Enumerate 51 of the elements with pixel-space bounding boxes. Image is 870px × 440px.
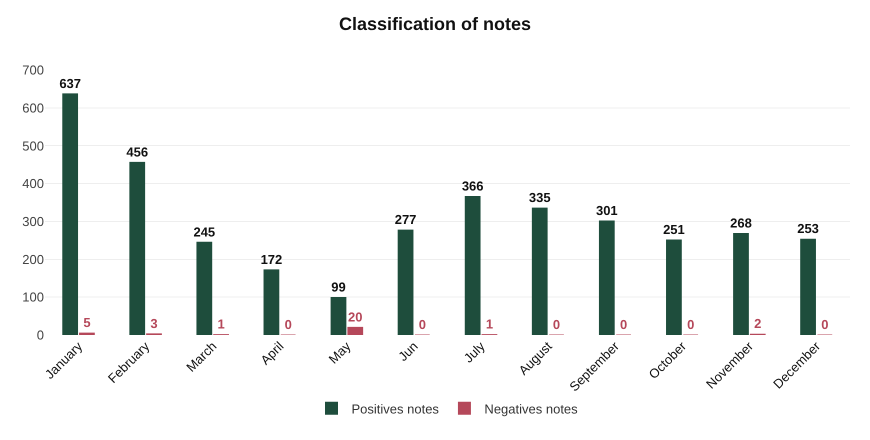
y-tick-label: 100 [22,290,44,305]
bar [666,239,682,335]
y-tick-label: 500 [22,138,44,154]
bar [347,326,364,335]
data-label: 0 [620,317,628,332]
x-tick-label: Jun [395,338,421,364]
x-tick-label: May [326,338,354,367]
bar [264,269,280,335]
y-tick-label: 600 [22,100,44,116]
data-label: 1 [217,316,225,332]
x-tick-label: July [460,338,488,366]
data-label: 268 [730,216,752,231]
bar [532,208,548,335]
data-label: 2 [754,316,762,332]
y-tick-label: 700 [22,62,44,78]
data-label: 366 [462,178,484,194]
y-tick-label: 400 [22,176,44,192]
bar [598,220,615,335]
bar [464,196,481,335]
data-label: 245 [193,224,216,240]
data-label: 0 [821,317,828,332]
data-label: 277 [394,212,416,228]
data-label: 0 [552,317,560,332]
data-label: 335 [528,190,551,206]
bar [62,93,78,335]
data-label: 0 [418,317,426,332]
data-label: 3 [150,316,158,331]
legend-label: Positives notes [352,401,440,416]
data-label: 253 [797,221,819,236]
data-label: 637 [59,76,82,91]
data-label: 5 [83,315,91,330]
bar [196,242,212,335]
data-label: 301 [596,203,618,218]
y-tick-label: 0 [36,328,44,343]
chart-title: Classification of notes [338,14,532,34]
data-label: 0 [284,317,292,332]
legend-label: Negatives notes [484,401,578,416]
data-label: 172 [260,252,282,267]
data-label: 456 [126,144,148,160]
bar [398,230,414,335]
bar [733,233,749,335]
data-label: 1 [486,316,494,332]
y-tick-label: 300 [22,214,44,229]
y-tick-label: 200 [22,252,44,267]
data-label: 20 [348,309,362,324]
data-label: 251 [663,222,685,237]
data-label: 99 [331,280,346,295]
data-label: 0 [687,317,694,332]
bar [330,297,346,335]
bar [800,238,816,335]
bar [129,162,146,335]
